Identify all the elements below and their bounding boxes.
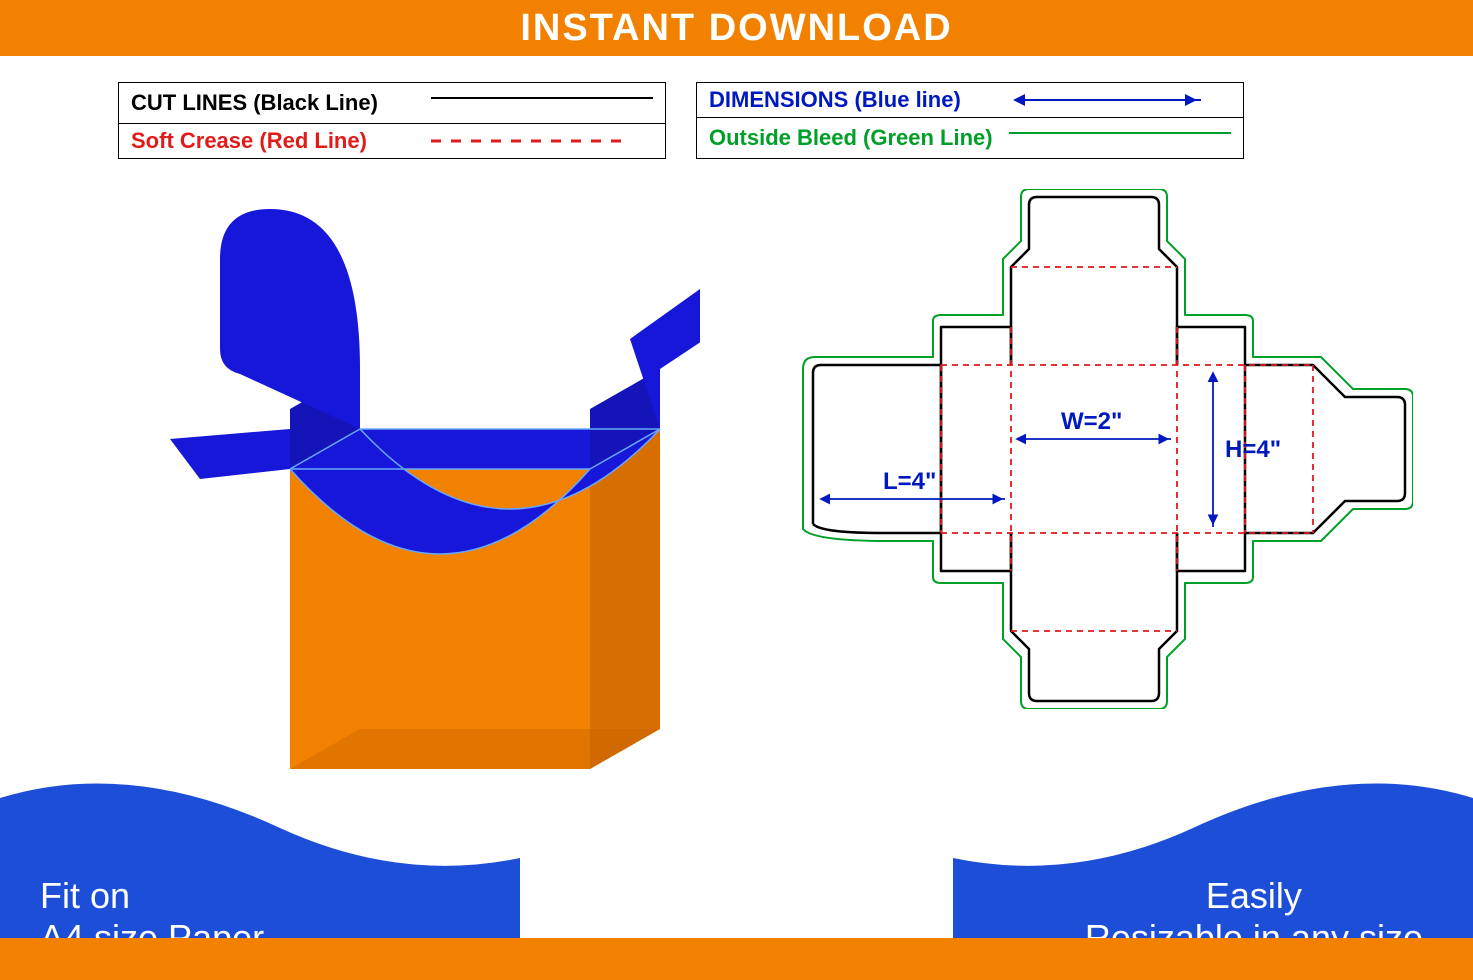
legend-cutlines-label: CUT LINES (Black Line) <box>131 90 431 116</box>
legend-row: CUT LINES (Black Line) Soft Crease (Red … <box>118 82 1473 159</box>
wave-left-line1: Fit on <box>40 875 264 916</box>
crease-sample <box>431 130 653 152</box>
legend-cutlines: CUT LINES (Black Line) <box>119 83 665 123</box>
box-3d-mockup <box>160 169 700 809</box>
legend-dimensions: DIMENSIONS (Blue line) <box>697 83 1243 117</box>
bleed-sample <box>1009 132 1231 154</box>
dim-W: W=2" <box>1061 408 1122 435</box>
header-title: INSTANT DOWNLOAD <box>520 7 952 50</box>
legend-right: DIMENSIONS (Blue line) Outside Bleed (Gr… <box>696 82 1244 159</box>
legend-crease-label: Soft Crease (Red Line) <box>131 128 431 154</box>
dim-H: H=4" <box>1225 436 1281 463</box>
dimensions-sample <box>1009 89 1231 111</box>
dim-L: L=4" <box>883 468 936 495</box>
bleed-outline <box>803 189 1413 709</box>
legend-dimensions-label: DIMENSIONS (Blue line) <box>709 87 1009 113</box>
dieline-template: L=4" W=2" H=4" <box>773 189 1413 709</box>
cutline-sample <box>431 97 653 119</box>
cut-outline <box>813 197 1405 701</box>
header-bar: INSTANT DOWNLOAD <box>0 0 1473 56</box>
wave-right-line1: Easily <box>1085 875 1423 916</box>
legend-bleed: Outside Bleed (Green Line) <box>697 117 1243 158</box>
legend-bleed-label: Outside Bleed (Green Line) <box>709 125 1009 151</box>
dimension-lines <box>821 373 1213 527</box>
footer-bar <box>0 938 1473 980</box>
legend-left: CUT LINES (Black Line) Soft Crease (Red … <box>118 82 666 159</box>
legend-crease: Soft Crease (Red Line) <box>119 123 665 158</box>
